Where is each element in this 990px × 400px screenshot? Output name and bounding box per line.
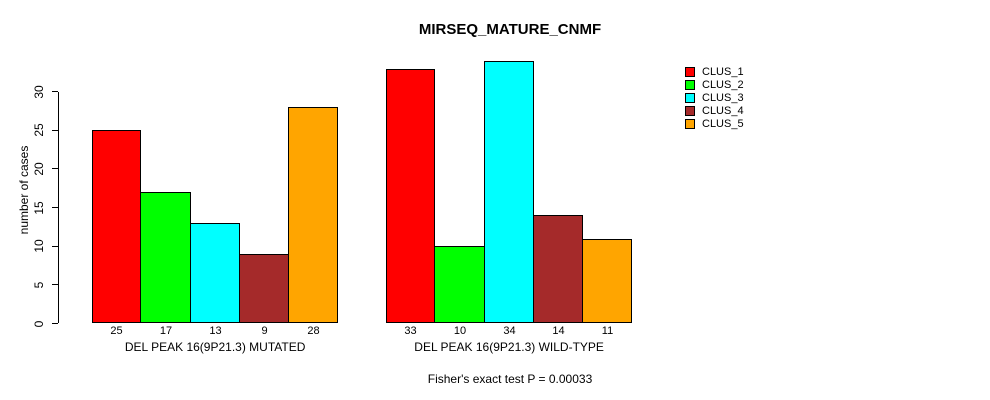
bar-clus_5-group2 bbox=[582, 238, 632, 324]
bar-clus_2-group1 bbox=[140, 192, 191, 324]
y-axis-tick bbox=[51, 168, 58, 170]
legend-swatch-clus_2 bbox=[685, 80, 695, 91]
y-axis-label: number of cases bbox=[17, 145, 31, 235]
fisher-test-annotation: Fisher's exact test P = 0.00033 bbox=[427, 372, 593, 386]
bar-value-label: 11 bbox=[601, 325, 614, 337]
legend-swatch-clus_4 bbox=[685, 106, 695, 117]
bar-clus_1-group2 bbox=[386, 68, 435, 324]
group-label: DEL PEAK 16(9P21.3) MUTATED bbox=[124, 340, 306, 354]
bar-value-label: 17 bbox=[159, 325, 173, 337]
y-tick-label: 30 bbox=[32, 85, 46, 99]
legend-label: CLUS_1 bbox=[702, 66, 744, 78]
y-axis-tick bbox=[51, 207, 58, 209]
bar-value-label: 34 bbox=[503, 325, 516, 337]
bar-clus_3-group2 bbox=[484, 60, 534, 324]
bar-clus_4-group2 bbox=[533, 215, 583, 324]
y-axis-tick bbox=[51, 91, 58, 93]
bar-clus_4-group1 bbox=[239, 253, 289, 324]
y-axis-tick bbox=[51, 323, 58, 324]
bar-clus_1-group1 bbox=[92, 130, 141, 324]
bar-value-label: 9 bbox=[261, 325, 268, 337]
legend-label: CLUS_2 bbox=[702, 79, 744, 92]
bar-value-label: 25 bbox=[110, 325, 123, 337]
legend-swatch-clus_1 bbox=[685, 67, 695, 77]
legend-swatch-clus_5 bbox=[685, 119, 695, 130]
chart-title: MIRSEQ_MATURE_CNMF bbox=[418, 21, 602, 38]
y-tick-label: 0 bbox=[32, 320, 46, 327]
bar-value-label: 13 bbox=[209, 325, 222, 337]
y-tick-label: 15 bbox=[32, 200, 46, 215]
bar-clus_3-group1 bbox=[190, 223, 240, 324]
legend-label: CLUS_4 bbox=[702, 105, 744, 118]
y-axis-line bbox=[58, 91, 59, 324]
group-label: DEL PEAK 16(9P21.3) WILD-TYPE bbox=[414, 340, 604, 354]
bar-clus_5-group1 bbox=[288, 107, 338, 324]
bar-value-label: 33 bbox=[404, 325, 417, 337]
y-tick-label: 5 bbox=[32, 281, 46, 289]
legend-swatch-clus_3 bbox=[685, 93, 695, 104]
y-tick-label: 20 bbox=[32, 162, 46, 176]
y-axis-tick bbox=[51, 129, 58, 131]
bar-value-label: 10 bbox=[453, 325, 467, 337]
legend-label: CLUS_5 bbox=[702, 118, 744, 131]
bar-value-label: 14 bbox=[552, 325, 565, 337]
y-tick-label: 10 bbox=[32, 239, 46, 253]
bar-clus_2-group2 bbox=[434, 246, 485, 324]
y-axis-tick bbox=[51, 245, 58, 247]
y-tick-label: 25 bbox=[32, 123, 46, 137]
legend-label: CLUS_3 bbox=[702, 92, 744, 105]
y-axis-tick bbox=[51, 284, 58, 286]
bar-value-label: 28 bbox=[307, 325, 320, 337]
